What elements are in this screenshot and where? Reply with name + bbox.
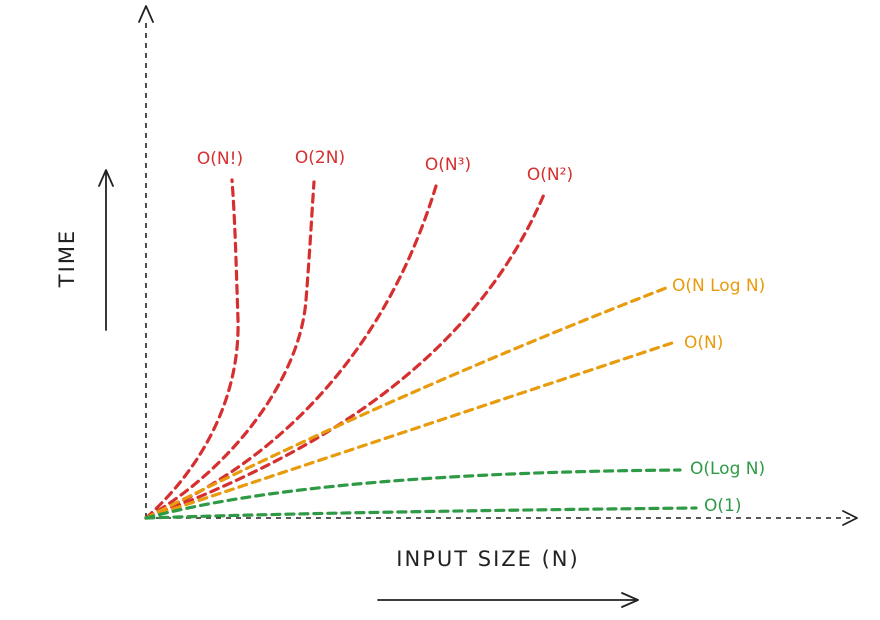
curve-constant [144,506,698,520]
curve-log [144,468,682,520]
y-axis-label: TIME [55,229,79,288]
time-direction-arrow-icon [98,169,114,331]
label-constant: O(1) [704,496,741,516]
label-nlogn: O(N Log N) [672,276,765,296]
curve-factorial [144,178,240,520]
label-cubic: O(N³) [425,155,471,175]
curve-linear [144,341,674,520]
curve-quadratic [144,190,547,520]
label-quadratic: O(N²) [527,165,573,185]
curve-cubic [144,184,438,520]
x-axis [146,510,858,526]
complexity-curves [144,178,698,520]
label-linear: O(N) [684,333,723,353]
label-log: O(Log N) [690,459,765,479]
label-factorial: O(N!) [197,149,243,169]
label-exponential: O(2N) [295,148,345,168]
x-axis-label: INPUT SIZE (N) [396,547,579,571]
y-axis-arrowhead-icon [138,5,154,23]
curve-exponential [144,180,316,520]
input-size-direction-arrow-icon [377,592,639,608]
y-axis [138,5,154,518]
complexity-labels: O(N!) O(2N) O(N³) O(N²) O(N Log N) O(N) … [197,148,765,516]
curve-nlogn [144,286,668,520]
x-axis-arrowhead-icon [842,510,858,526]
